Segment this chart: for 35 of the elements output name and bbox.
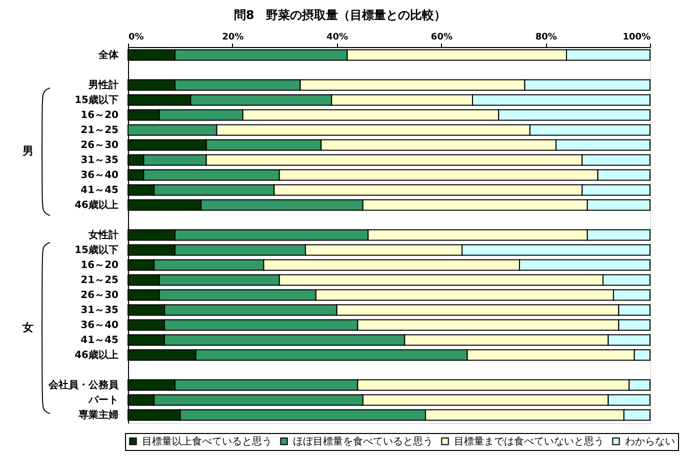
y-tick-label: 男性計: [88, 78, 118, 91]
y-tick-label: 15歳以下: [74, 94, 118, 106]
x-tick-label: 20%: [222, 32, 244, 42]
x-tick-label: 100%: [622, 32, 650, 42]
y-tick-label: 36～40: [80, 320, 119, 332]
legend-label: 目標量までは食べていないと思う: [454, 435, 604, 448]
y-tick-label: 16～20: [80, 110, 119, 121]
y-tick-label: 21～25: [80, 124, 119, 136]
x-tick-label: 80%: [535, 32, 557, 42]
x-tick-label: 60%: [430, 32, 452, 42]
y-tick-label: 41～45: [80, 184, 119, 196]
y-tick-label: 46歳以上: [74, 349, 118, 362]
legend-label: 目標量以上食べていると思う: [142, 435, 272, 448]
legend-label: ほぼ目標量を食べていると思う: [293, 435, 433, 448]
y-tick-label: 女性計: [88, 229, 118, 241]
y-tick-label: 会社員・公務員: [48, 379, 120, 392]
x-tick-label: 40%: [326, 32, 348, 42]
y-tick-label: 46歳以上: [74, 198, 118, 211]
y-tick-label: 31～35: [80, 305, 119, 316]
y-tick-label: 26～30: [80, 290, 119, 302]
y-tick-label: 15歳以下: [74, 244, 118, 256]
y-tick-label: 16～20: [80, 260, 119, 272]
text: 女: [22, 321, 34, 334]
legend-label: わからない: [625, 436, 675, 448]
y-tick-label: 41～45: [80, 335, 119, 346]
y-tick-label: 全体: [98, 48, 120, 61]
y-tick-label: 36～40: [80, 170, 119, 181]
text: 男: [22, 144, 34, 158]
y-tick-label: 26～30: [80, 140, 119, 151]
y-tick-label: パート: [88, 395, 118, 406]
y-tick-label: 専業主婦: [78, 409, 118, 422]
x-tick-label: 0%: [128, 32, 144, 42]
chart-title: 問8 野菜の摂取量（目標量との比較）: [234, 8, 446, 22]
y-tick-label: 21～25: [80, 275, 119, 286]
y-tick-label: 31～35: [80, 154, 119, 166]
